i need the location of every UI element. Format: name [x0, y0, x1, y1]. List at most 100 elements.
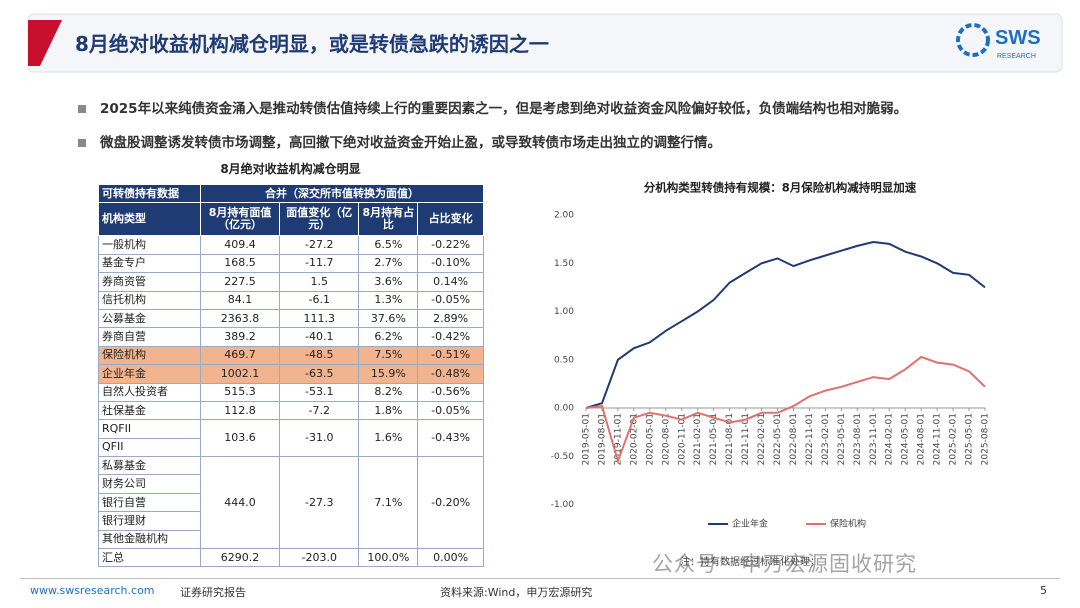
header-bar: SWS RESEARCH: [27, 13, 1063, 73]
table-cell: 515.3: [199, 382, 281, 402]
row-label: 银行自营: [98, 492, 201, 513]
y-tick-label: 1.00: [554, 307, 574, 317]
x-tick-label: 2025-02-01: [949, 413, 959, 465]
y-tick-label: 1.50: [554, 259, 574, 269]
footer-source: 资料来源:Wind，申万宏源研究: [440, 586, 593, 599]
table-cell: -203.0: [279, 548, 360, 568]
table-cell: -0.43%: [417, 419, 484, 458]
chart: 分机构类型转债持有规模：8月保险机构减持明显加速 注：持有数据经过标准化处理； …: [551, 181, 991, 569]
x-tick-label: 2025-05-01: [965, 413, 975, 465]
table-cell: 7.5%: [358, 345, 419, 366]
logo-sub: RESEARCH: [997, 53, 1036, 60]
row-label: 社保基金: [98, 400, 201, 421]
table-cell: -0.10%: [417, 253, 484, 274]
x-tick-label: 2022-05-01: [773, 413, 783, 465]
table-cell: 100.0%: [358, 548, 419, 568]
table-row: 企业年金 1002.1 -63.5 15.9% -0.48%: [98, 364, 484, 384]
footer-label: 证券研究报告: [180, 586, 246, 599]
table-cell: -7.2: [279, 400, 360, 421]
row-label: 信托机构: [98, 290, 201, 310]
x-tick-label: 2025-08-01: [981, 413, 991, 465]
series-line: [585, 355, 986, 465]
table-cell: -0.42%: [417, 327, 484, 347]
table-row: 私募基金 444.0 -27.3 7.1% -0.20%: [98, 456, 484, 550]
table-row: 公募基金 2363.8 111.3 37.6% 2.89%: [98, 308, 484, 329]
table-cell: 6290.2: [199, 548, 281, 568]
y-tick-label: -1.00: [551, 500, 575, 510]
table-cell: 1.8%: [358, 400, 419, 421]
row-label: 公募基金: [98, 308, 201, 329]
table-row: 券商自营 389.2 -40.1 6.2% -0.42%: [98, 327, 484, 347]
table-cell: 2.89%: [417, 308, 484, 329]
table-cell: 1.6%: [358, 419, 419, 458]
table-row: 信托机构 84.1 -6.1 1.3% -0.05%: [98, 290, 484, 310]
chart-title: 分机构类型转债持有规模：8月保险机构减持明显加速: [644, 181, 917, 195]
header-row: 可转债持有数据 合并（深交所市值转换为面值）: [98, 183, 485, 204]
row-label: 一般机构: [98, 235, 201, 255]
row-label: 保险机构: [98, 345, 201, 366]
legend-label: 保险机构: [830, 518, 866, 530]
table-cell: -0.05%: [417, 400, 484, 421]
table-cell: 111.3: [279, 308, 360, 329]
header-cell: 可转债持有数据: [98, 183, 201, 204]
y-tick-label: -0.50: [551, 452, 575, 462]
table-cell: 469.7: [199, 345, 281, 366]
x-tick-label: 2024-02-01: [885, 413, 895, 465]
table-cell: -0.22%: [417, 235, 484, 255]
table-cell: 6.2%: [358, 327, 419, 347]
table-cell: -40.1: [279, 327, 360, 347]
row-label: 私募基金: [98, 456, 201, 476]
x-tick-label: 2019-08-01: [597, 413, 607, 465]
table-row: QFII: [98, 437, 484, 458]
data-table: 可转债持有数据 合并（深交所市值转换为面值） 机构类型 8月持有面值（亿元） 面值变化（…: [98, 183, 485, 568]
page-number: 5: [1040, 584, 1047, 597]
x-tick-label: 2021-08-01: [725, 413, 735, 465]
header-cell: 合并（深交所市值转换为面值）: [199, 183, 485, 204]
table-cell: 444.0: [199, 456, 281, 550]
table-cell: 0.00%: [417, 548, 484, 568]
table-title: 8月绝对收益机构减仓明显: [220, 162, 361, 176]
x-tick-label: 2019-05-01: [582, 413, 592, 465]
row-label: 银行理财: [98, 511, 201, 531]
footer-rule: [20, 578, 1060, 579]
x-tick-label: 2024-08-01: [917, 413, 927, 465]
x-tick-label: 2024-05-01: [901, 413, 911, 465]
x-tick-label: 2021-11-01: [741, 413, 751, 465]
row-label: 自然人投资者: [98, 382, 201, 402]
header-accent: [28, 20, 62, 66]
table-cell: -0.56%: [417, 382, 484, 402]
table-row: 汇总 6290.2 -203.0 100.0% 0.00%: [98, 548, 484, 568]
table-cell: -0.20%: [417, 456, 484, 550]
table-cell: -27.2: [279, 235, 360, 255]
row-label: 其他金融机构: [98, 529, 201, 550]
x-tick-label: 2020-08-01: [661, 413, 671, 465]
table-cell: 8.2%: [358, 382, 419, 402]
x-tick-label: 2022-11-01: [805, 413, 815, 465]
header-cell: 机构类型: [98, 202, 201, 237]
x-tick-label: 2020-11-01: [677, 413, 687, 465]
table-cell: 103.6: [199, 419, 281, 458]
y-tick-label: 0.50: [554, 355, 574, 365]
table-cell: -0.51%: [417, 345, 484, 366]
table-cell: -11.7: [279, 253, 360, 274]
header-cell: 面值变化（亿元）: [279, 202, 360, 237]
table-cell: 0.14%: [417, 272, 484, 292]
table-row: 自然人投资者 515.3 -53.1 8.2% -0.56%: [98, 382, 484, 402]
header-cell: 8月持有面值（亿元）: [199, 202, 281, 237]
bullet: 2025年以来纯债资金涌入是推动转债估值持续上行的重要因素之一，但是考虑到绝对收…: [78, 97, 907, 117]
table-cell: 2.7%: [358, 253, 419, 274]
table-cell: 6.5%: [358, 235, 419, 255]
x-tick-label: 2024-11-01: [933, 413, 943, 465]
legend-label: 企业年金: [732, 518, 768, 530]
chart-note: 注：持有数据经过标准化处理；: [680, 555, 820, 568]
table-cell: 1.5: [279, 272, 360, 292]
x-tick-label: 2022-08-01: [789, 413, 799, 465]
x-tick-label: 2020-02-01: [629, 413, 639, 465]
y-tick-label: 2.00: [554, 211, 574, 221]
table-row: RQFII 103.6 -31.0 1.6% -0.43%: [98, 419, 484, 458]
table-row: 银行理财: [98, 511, 484, 531]
row-label: 汇总: [98, 548, 201, 568]
logo-text: SWS: [995, 27, 1041, 49]
table-cell: -48.5: [279, 345, 360, 366]
